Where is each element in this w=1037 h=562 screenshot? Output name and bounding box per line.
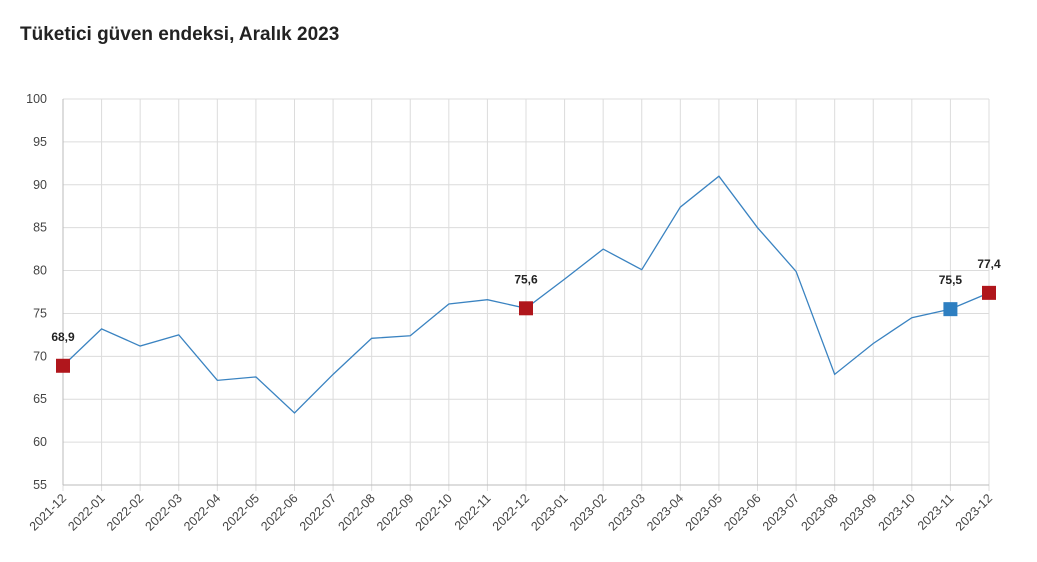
x-tick-label: 2021-12: [27, 491, 69, 533]
x-tick-label: 2023-08: [798, 491, 840, 533]
x-tick-label: 2023-02: [567, 491, 609, 533]
x-tick-label: 2023-06: [721, 491, 763, 533]
y-tick-label: 80: [33, 264, 47, 278]
highlight-marker: [56, 358, 70, 373]
y-tick-label: 100: [26, 92, 47, 106]
x-tick-label: 2022-12: [490, 491, 532, 533]
x-tick-label: 2023-04: [644, 491, 686, 533]
x-tick-label: 2023-11: [915, 491, 957, 533]
y-tick-label: 90: [33, 178, 47, 192]
x-tick-label: 2023-07: [760, 491, 802, 533]
chart-title: Tüketici güven endeksi, Aralık 2023: [20, 24, 340, 45]
x-tick-label: 2023-01: [528, 491, 570, 533]
x-tick-label: 2022-11: [452, 491, 494, 533]
x-tick-label: 2022-08: [335, 491, 377, 533]
x-tick-label: 2022-10: [413, 491, 455, 533]
data-label: 77,4: [977, 257, 1001, 271]
data-label: 68,9: [51, 330, 75, 344]
x-tick-label: 2022-06: [258, 491, 300, 533]
highlight-marker: [519, 301, 533, 316]
data-label: 75,6: [514, 272, 538, 286]
x-tick-label: 2023-12: [953, 491, 995, 533]
y-tick-label: 75: [33, 306, 47, 320]
x-tick-label: 2022-04: [181, 491, 223, 533]
highlight-marker: [982, 285, 996, 300]
y-tick-label: 60: [33, 435, 47, 449]
x-tick-label: 2022-02: [104, 491, 146, 533]
y-tick-label: 65: [33, 392, 47, 406]
x-tick-label: 2022-03: [143, 491, 185, 533]
y-tick-label: 95: [33, 135, 47, 149]
y-tick-label: 70: [33, 349, 47, 363]
x-tick-label: 2022-09: [374, 491, 416, 533]
data-label: 75,5: [939, 273, 963, 287]
x-tick-label: 2022-05: [220, 491, 262, 533]
x-tick-label: 2023-10: [876, 491, 918, 533]
x-tick-label: 2022-01: [65, 491, 107, 533]
x-tick-label: 2023-09: [837, 491, 879, 533]
x-tick-label: 2023-03: [606, 491, 648, 533]
x-tick-label: 2023-05: [683, 491, 725, 533]
x-tick-label: 2022-07: [297, 491, 339, 533]
y-tick-label: 55: [33, 478, 47, 492]
y-tick-label: 85: [33, 221, 47, 235]
highlight-marker: [943, 302, 958, 317]
